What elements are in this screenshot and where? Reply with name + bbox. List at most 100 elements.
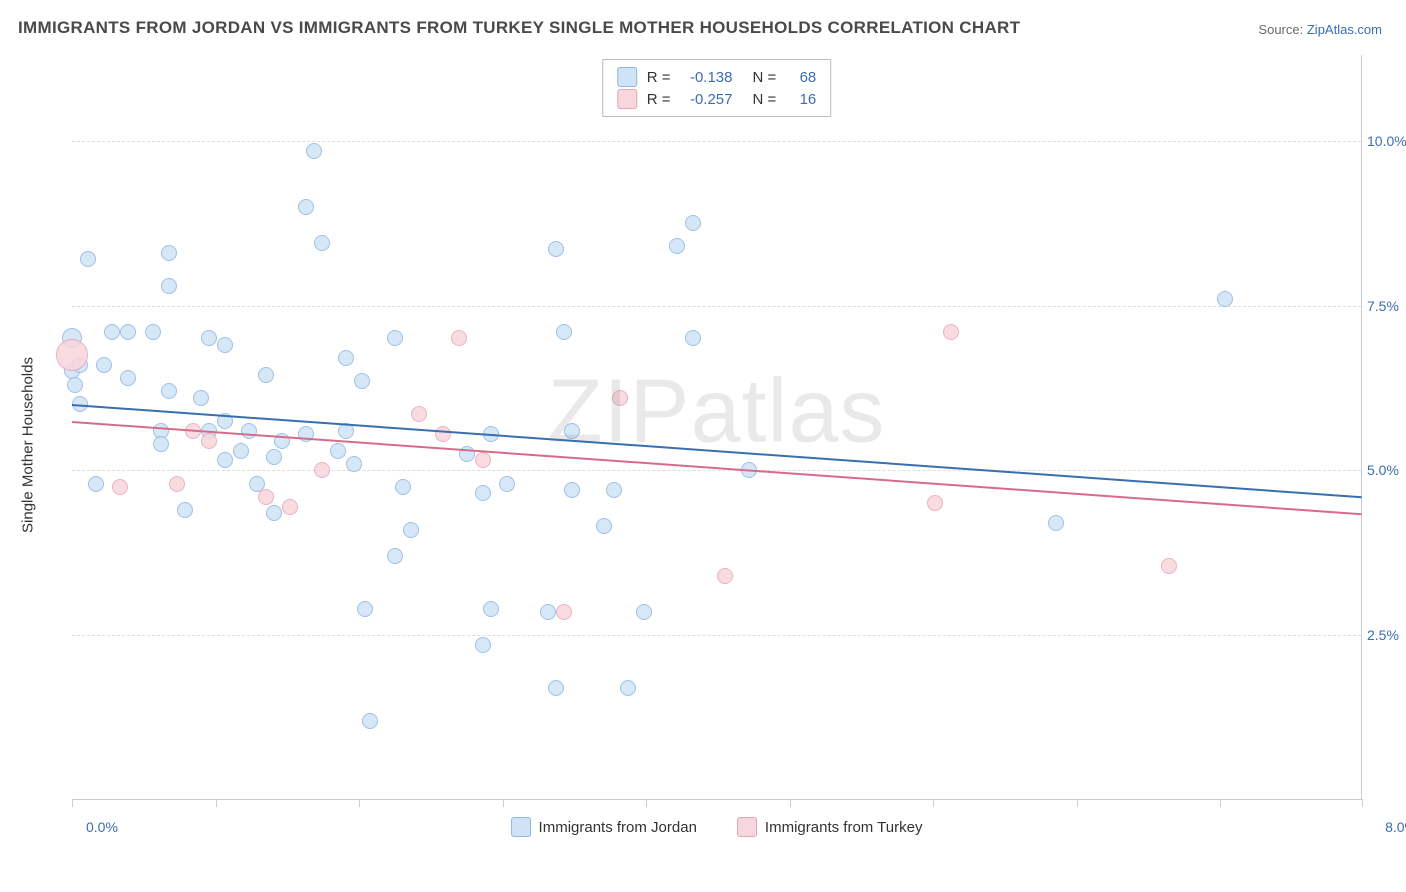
scatter-point (636, 604, 652, 620)
scatter-point (306, 143, 322, 159)
x-tick (72, 799, 73, 807)
scatter-point (346, 456, 362, 472)
stat-n-value: 68 (786, 69, 816, 86)
plot-area: ZIPatlas R =-0.138N =68R =-0.257N =16 0.… (72, 55, 1362, 800)
scatter-point (153, 436, 169, 452)
stat-n-value: 16 (786, 91, 816, 108)
scatter-point (548, 241, 564, 257)
y-tick-label: 7.5% (1367, 298, 1406, 314)
scatter-point (314, 235, 330, 251)
trend-line (72, 404, 1362, 499)
scatter-point (67, 377, 83, 393)
scatter-point (258, 489, 274, 505)
legend-stats-box: R = -0.138 N = 68 R = -0.257 N = 16 (602, 59, 832, 117)
x-tick (1362, 799, 1363, 807)
gridline (72, 141, 1361, 142)
source-attribution: Source: ZipAtlas.com (1258, 22, 1382, 37)
scatter-point (564, 482, 580, 498)
x-tick (216, 799, 217, 807)
chart-title: IMMIGRANTS FROM JORDAN VS IMMIGRANTS FRO… (18, 18, 1020, 38)
scatter-point (387, 330, 403, 346)
x-tick (503, 799, 504, 807)
scatter-point (217, 452, 233, 468)
scatter-point (193, 390, 209, 406)
scatter-point (104, 324, 120, 340)
x-tick (1220, 799, 1221, 807)
scatter-point (282, 499, 298, 515)
scatter-point (96, 357, 112, 373)
scatter-point (685, 330, 701, 346)
gridline (72, 635, 1361, 636)
scatter-point (669, 238, 685, 254)
legend-bottom: Immigrants from Jordan Immigrants from Tu… (511, 817, 923, 837)
scatter-point (112, 479, 128, 495)
legend-stats-row: R = -0.138 N = 68 (617, 66, 817, 88)
x-tick (646, 799, 647, 807)
scatter-point (266, 449, 282, 465)
scatter-point (145, 324, 161, 340)
legend-label: Immigrants from Turkey (765, 819, 923, 836)
source-link[interactable]: ZipAtlas.com (1307, 22, 1382, 37)
scatter-point (161, 245, 177, 261)
stat-r-label: R = (647, 91, 671, 108)
legend-swatch (617, 89, 637, 109)
scatter-point (483, 601, 499, 617)
y-tick-label: 10.0% (1367, 133, 1406, 149)
scatter-point (612, 390, 628, 406)
legend-swatch (617, 67, 637, 87)
scatter-point (475, 637, 491, 653)
stat-r-label: R = (647, 69, 671, 86)
scatter-point (161, 278, 177, 294)
scatter-point (387, 548, 403, 564)
scatter-point (354, 373, 370, 389)
scatter-point (56, 339, 88, 371)
x-tick (933, 799, 934, 807)
scatter-point (88, 476, 104, 492)
legend-stats-row: R = -0.257 N = 16 (617, 88, 817, 110)
scatter-point (403, 522, 419, 538)
legend-swatch (737, 817, 757, 837)
scatter-point (169, 476, 185, 492)
scatter-point (395, 479, 411, 495)
scatter-point (80, 251, 96, 267)
scatter-point (556, 324, 572, 340)
stat-n-label: N = (753, 69, 777, 86)
stat-n-label: N = (753, 91, 777, 108)
scatter-point (258, 367, 274, 383)
y-tick-label: 5.0% (1367, 462, 1406, 478)
legend-swatch (511, 817, 531, 837)
gridline (72, 306, 1361, 307)
watermark: ZIPatlas (547, 361, 885, 464)
scatter-point (475, 485, 491, 501)
scatter-point (620, 680, 636, 696)
scatter-point (1161, 558, 1177, 574)
scatter-point (217, 337, 233, 353)
source-label: Source: (1258, 22, 1303, 37)
scatter-point (596, 518, 612, 534)
scatter-point (120, 370, 136, 386)
gridline (72, 470, 1361, 471)
scatter-point (499, 476, 515, 492)
legend-item: Immigrants from Turkey (737, 817, 923, 837)
scatter-point (362, 713, 378, 729)
scatter-point (338, 350, 354, 366)
scatter-point (330, 443, 346, 459)
scatter-point (266, 505, 282, 521)
stat-r-value: -0.138 (681, 69, 733, 86)
scatter-point (314, 462, 330, 478)
scatter-point (177, 502, 193, 518)
scatter-point (201, 330, 217, 346)
scatter-point (606, 482, 622, 498)
scatter-point (411, 406, 427, 422)
x-axis-min-label: 0.0% (86, 819, 118, 835)
scatter-point (233, 443, 249, 459)
scatter-point (548, 680, 564, 696)
scatter-point (298, 199, 314, 215)
scatter-point (435, 426, 451, 442)
stat-r-value: -0.257 (681, 91, 733, 108)
y-axis-label: Single Mother Households (20, 357, 37, 533)
y-tick-label: 2.5% (1367, 627, 1406, 643)
x-tick (790, 799, 791, 807)
legend-label: Immigrants from Jordan (539, 819, 697, 836)
scatter-point (120, 324, 136, 340)
